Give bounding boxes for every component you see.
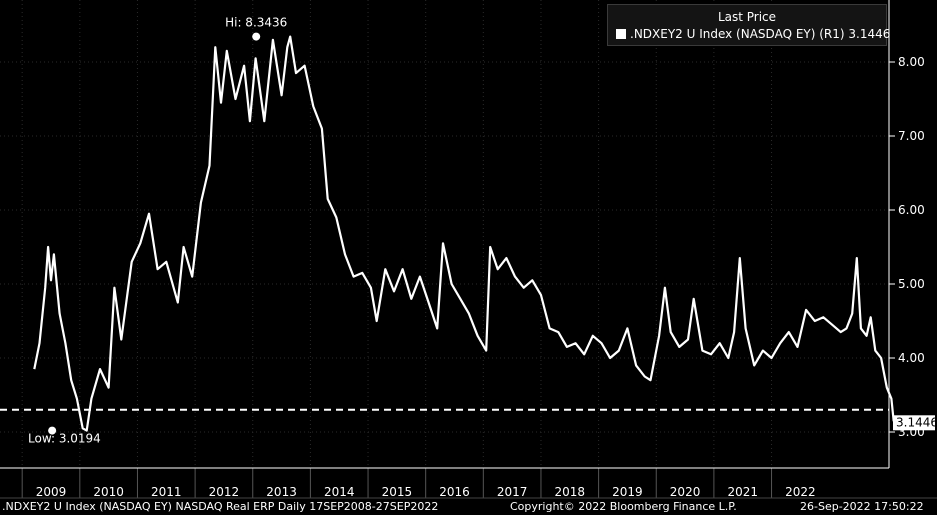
series-line bbox=[33, 35, 895, 432]
x-tick-label: 2011 bbox=[151, 485, 182, 499]
x-tick-label: 2015 bbox=[382, 485, 413, 499]
x-tick-label: 2016 bbox=[439, 485, 470, 499]
footer-security-info: .NDXEY2 U Index (NASDAQ EY) NASDAQ Real … bbox=[2, 500, 439, 513]
low-label: Low: 3.0194 bbox=[28, 432, 101, 446]
last-value-label: 3.1446 bbox=[896, 415, 937, 429]
footer-copyright: Copyright© 2022 Bloomberg Finance L.P. bbox=[510, 500, 737, 513]
legend-entry-label: .NDXEY2 U Index (NASDAQ EY) (R1) 3.1446 bbox=[630, 27, 891, 41]
y-tick-label: 7.00 bbox=[898, 129, 925, 143]
low-marker bbox=[48, 426, 57, 435]
y-tick-label: 5.00 bbox=[898, 277, 925, 291]
legend-entry: .NDXEY2 U Index (NASDAQ EY) (R1) 3.1446 bbox=[616, 27, 890, 41]
x-tick-label: 2020 bbox=[670, 485, 701, 499]
x-tick-label: 2014 bbox=[324, 485, 355, 499]
high-marker bbox=[252, 32, 261, 41]
footer-bar: .NDXEY2 U Index (NASDAQ EY) NASDAQ Real … bbox=[0, 499, 937, 515]
last-value-box bbox=[893, 415, 935, 431]
x-tick-label: 2009 bbox=[36, 485, 67, 499]
x-tick-label: 2021 bbox=[727, 485, 758, 499]
y-tick-label: 6.00 bbox=[898, 203, 925, 217]
y-tick-label: 8.00 bbox=[898, 55, 925, 69]
legend-swatch bbox=[616, 29, 626, 39]
x-tick-label: 2012 bbox=[209, 485, 240, 499]
y-tick-label: 4.00 bbox=[898, 351, 925, 365]
x-tick-label: 2017 bbox=[497, 485, 528, 499]
legend-title: Last Price bbox=[717, 10, 777, 24]
x-tick-label: 2010 bbox=[93, 485, 124, 499]
high-label: Hi: 8.3436 bbox=[225, 16, 287, 30]
x-tick-label: 2019 bbox=[612, 485, 643, 499]
x-tick-label: 2022 bbox=[785, 485, 816, 499]
chart-legend: Last Price .NDXEY2 U Index (NASDAQ EY) (… bbox=[607, 4, 890, 46]
x-tick-label: 2013 bbox=[266, 485, 297, 499]
footer-timestamp: 26-Sep-2022 17:50:22 bbox=[800, 500, 924, 513]
x-tick-label: 2018 bbox=[555, 485, 586, 499]
